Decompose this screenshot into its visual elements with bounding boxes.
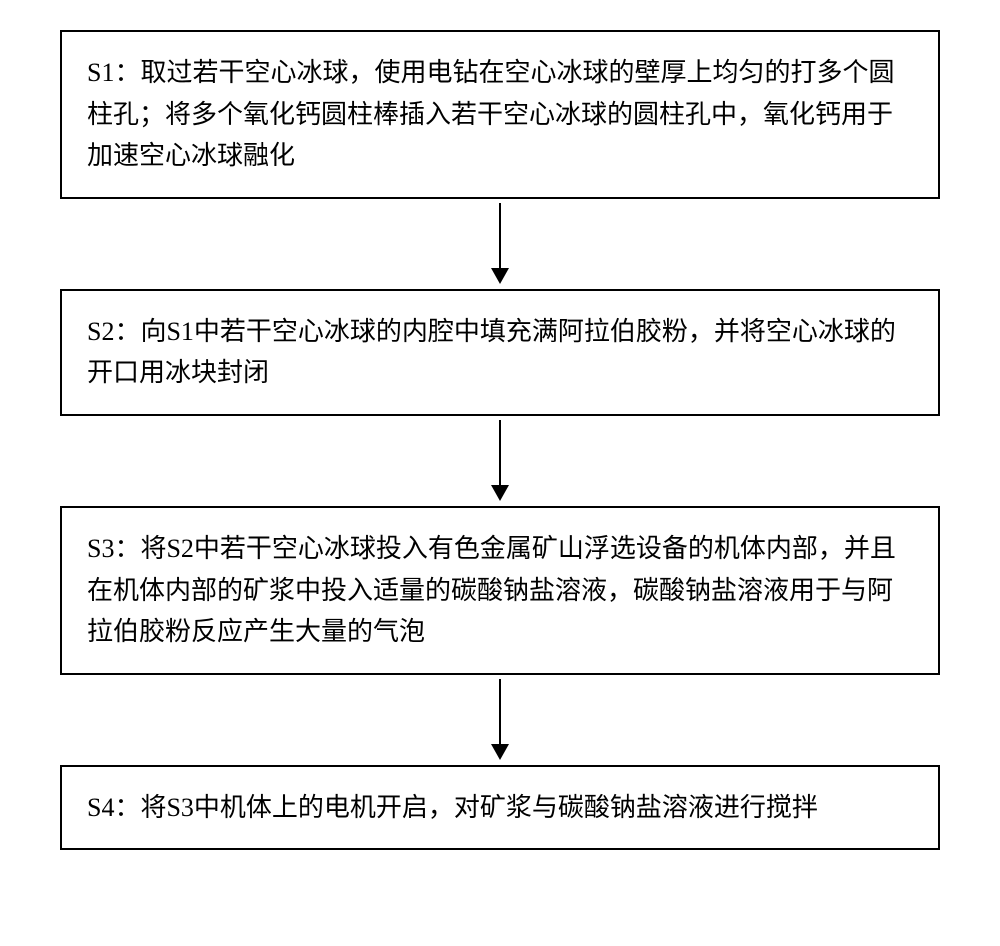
arrow-head-icon [491,268,509,284]
arrow-head-icon [491,744,509,760]
arrow-line [499,203,501,268]
step-box-s2: S2：向S1中若干空心冰球的内腔中填充满阿拉伯胶粉，并将空心冰球的开口用冰块封闭 [60,289,940,416]
flowchart-container: S1：取过若干空心冰球，使用电钻在空心冰球的壁厚上均匀的打多个圆柱孔；将多个氧化… [50,30,950,850]
step-box-s3: S3：将S2中若干空心冰球投入有色金属矿山浮选设备的机体内部，并且在机体内部的矿… [60,506,940,675]
step-text-s3: S3：将S2中若干空心冰球投入有色金属矿山浮选设备的机体内部，并且在机体内部的矿… [87,534,896,646]
arrow-head-icon [491,485,509,501]
arrow-line [499,420,501,485]
arrow-line [499,679,501,744]
step-text-s4: S4：将S3中机体上的电机开启，对矿浆与碳酸钠盐溶液进行搅拌 [87,793,818,822]
step-text-s2: S2：向S1中若干空心冰球的内腔中填充满阿拉伯胶粉，并将空心冰球的开口用冰块封闭 [87,317,896,388]
step-text-s1: S1：取过若干空心冰球，使用电钻在空心冰球的壁厚上均匀的打多个圆柱孔；将多个氧化… [87,58,894,170]
step-box-s1: S1：取过若干空心冰球，使用电钻在空心冰球的壁厚上均匀的打多个圆柱孔；将多个氧化… [60,30,940,199]
arrow-s2-s3 [491,416,509,506]
arrow-s1-s2 [491,199,509,289]
step-box-s4: S4：将S3中机体上的电机开启，对矿浆与碳酸钠盐溶液进行搅拌 [60,765,940,851]
arrow-s3-s4 [491,675,509,765]
